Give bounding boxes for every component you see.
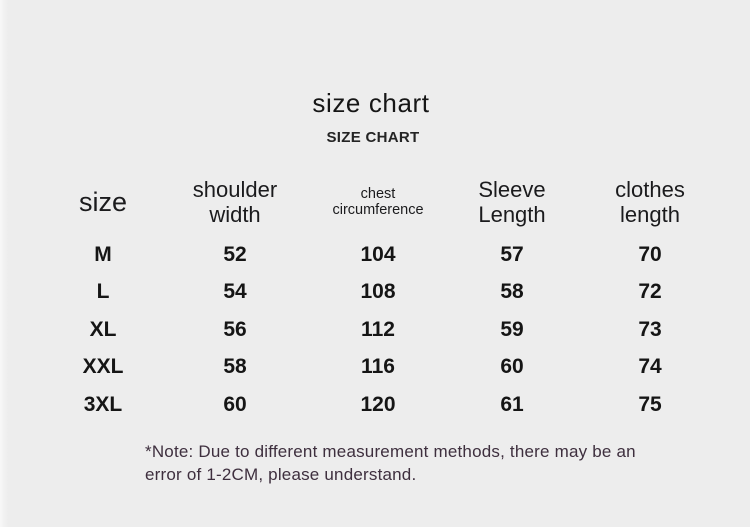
chest-circumference-cell: 104 [360, 242, 396, 266]
clothes-length-cell: 70 [638, 242, 662, 266]
size-label-cell: XXL [82, 355, 124, 379]
sleeve-length-cell: 60 [500, 355, 524, 379]
shoulder-width-cell: 58 [223, 355, 247, 379]
shoulder-width-cell: 60 [223, 392, 247, 416]
sleeve-length-cell: 59 [500, 317, 524, 341]
clothes-length-cell: 74 [638, 355, 662, 379]
header-line: length [620, 202, 680, 227]
chest-circumference-cell: 108 [360, 280, 396, 304]
header-chest-circumference: chest circumference [304, 168, 452, 236]
header-line: clothes [615, 177, 685, 202]
measurement-note-line1: *Note: Due to different measurement meth… [145, 442, 636, 461]
shoulder-width-cell: 56 [223, 317, 247, 341]
header-line: circumference [332, 202, 424, 218]
header-line: shoulder [192, 177, 278, 202]
header-sleeve-length: Sleeve Length [452, 168, 572, 236]
left-edge-highlight [0, 0, 8, 527]
size-table: size shoulder width chest circumference … [40, 168, 728, 424]
size-label-cell: L [96, 280, 110, 304]
header-line: width [209, 202, 261, 227]
sleeve-length-cell: 57 [500, 242, 524, 266]
page-subtitle: SIZE CHART [326, 129, 420, 146]
size-label-cell: M [94, 242, 112, 266]
header-line: size [78, 186, 127, 217]
clothes-length-cell: 75 [638, 392, 662, 416]
chest-circumference-cell: 120 [360, 392, 396, 416]
size-label-cell: XL [89, 317, 117, 341]
clothes-length-cell: 73 [638, 317, 662, 341]
shoulder-width-cell: 52 [223, 242, 247, 266]
clothes-length-cell: 72 [638, 280, 662, 304]
header-clothes-length: clothes length [572, 168, 728, 236]
header-line: Length [478, 202, 546, 227]
header-line: Sleeve [478, 177, 546, 202]
sleeve-length-cell: 61 [500, 392, 524, 416]
header-shoulder-width: shoulder width [166, 168, 304, 236]
sleeve-length-cell: 58 [500, 280, 524, 304]
size-label-cell: 3XL [83, 392, 123, 416]
shoulder-width-cell: 54 [223, 280, 247, 304]
header-line: chest [360, 186, 396, 202]
measurement-note: *Note: Due to different measurement meth… [145, 440, 636, 486]
header-size: size [40, 168, 166, 236]
chest-circumference-cell: 112 [361, 317, 395, 341]
chest-circumference-cell: 116 [361, 355, 395, 379]
page-title: size chart [312, 88, 430, 118]
measurement-note-line2: error of 1-2CM, please understand. [145, 465, 417, 484]
